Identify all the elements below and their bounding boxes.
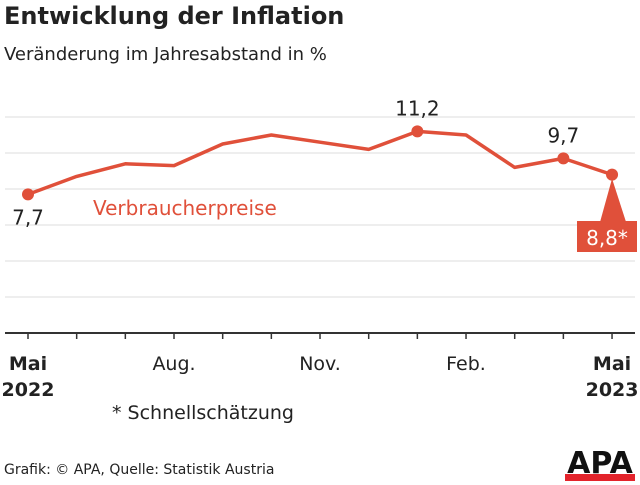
data-point (411, 125, 424, 138)
x-tick-year-label: 2023 (586, 379, 639, 401)
x-tick-label: Aug. (152, 353, 195, 375)
apa-logo-bar (565, 474, 635, 481)
x-tick-label: Feb. (446, 353, 486, 375)
series-label: Verbraucherpreise (93, 196, 277, 220)
data-label: 8,8* (586, 226, 628, 250)
data-label: 7,7 (12, 205, 44, 229)
footnote: * Schnellschätzung (112, 402, 294, 424)
data-point (22, 188, 34, 201)
x-tick-year-label: 2022 (2, 379, 55, 401)
chart-subtitle: Veränderung im Jahresabstand in % (4, 44, 327, 65)
callout-box (577, 221, 637, 252)
series-line (27, 129, 613, 197)
x-tick-label: Mai (9, 353, 47, 375)
source-credit: Grafik: © APA, Quelle: Statistik Austria (4, 462, 275, 478)
x-tick-label: Mai (593, 353, 631, 375)
data-point (606, 168, 619, 181)
x-tick-label: Nov. (299, 353, 341, 375)
callout-pointer (600, 178, 627, 222)
data-label: 11,2 (395, 96, 440, 120)
chart-title: Entwicklung der Inflation (4, 2, 345, 30)
data-label: 9,7 (547, 123, 579, 147)
data-point (557, 152, 570, 165)
